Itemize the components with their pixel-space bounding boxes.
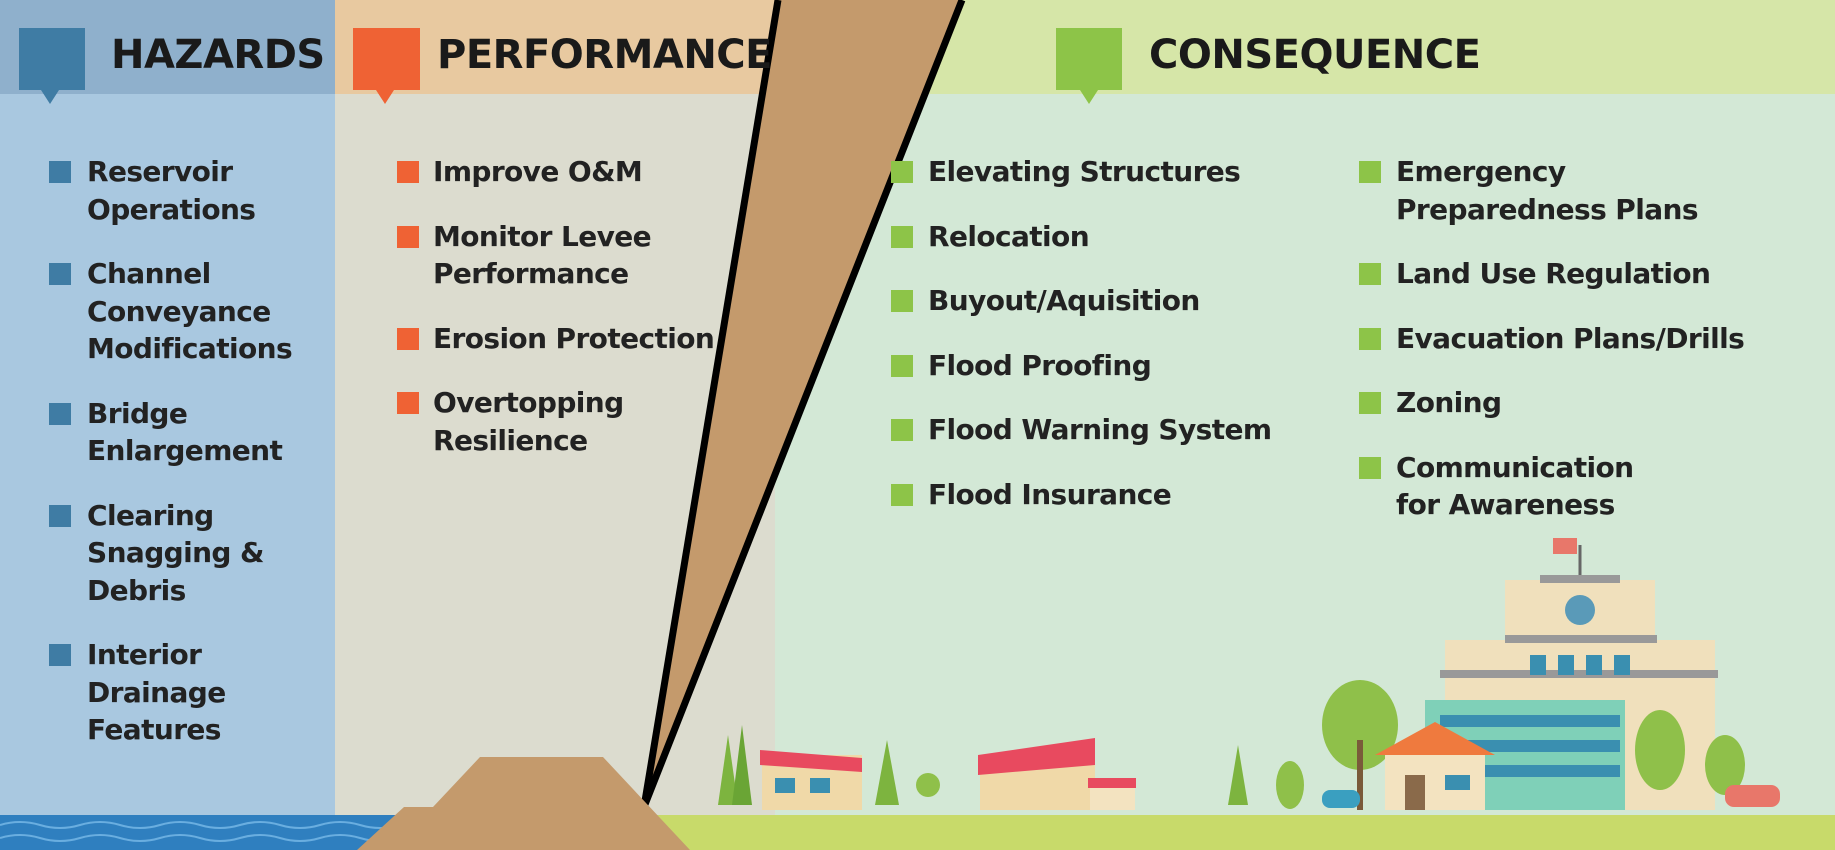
item-text: Erosion Protection [433, 321, 715, 355]
item-text: Evacuation Plans/Drills [1396, 321, 1745, 355]
bullet [397, 225, 419, 248]
town [718, 538, 1780, 810]
bullet [49, 402, 71, 425]
bullet [49, 504, 71, 527]
bullet [397, 392, 419, 414]
item-text: Channel [87, 257, 211, 290]
item-text: Land Use Regulation [1396, 257, 1711, 290]
item-text: Elevating Structures [928, 155, 1241, 188]
bullet [1359, 327, 1381, 350]
item-text: Debris [87, 573, 186, 607]
performance-icon [353, 28, 420, 104]
bullet [49, 263, 71, 285]
column-title: PERFORMANCE [437, 32, 773, 78]
item-text: Overtopping [433, 386, 624, 419]
item-text: Flood Insurance [928, 477, 1172, 511]
wedge-edge [640, 0, 782, 808]
bullet [49, 161, 71, 183]
hazards-icon [19, 28, 85, 104]
item-text: Resilience [433, 423, 588, 457]
bullet [891, 161, 913, 183]
item-text: Buyout/Aquisition [928, 284, 1200, 317]
bullet [1359, 161, 1381, 183]
item-text: Snagging & [87, 536, 264, 569]
bullet [397, 161, 419, 183]
item-text: Drainage [87, 675, 226, 709]
item-text: Preparedness Plans [1396, 192, 1699, 226]
item-text: Emergency [1396, 155, 1566, 188]
item-text: Conveyance [87, 294, 271, 328]
wedge-edge [640, 0, 966, 809]
item-text: Flood Proofing [928, 348, 1152, 382]
item-text: Relocation [928, 219, 1090, 253]
item-text: Improve O&M [433, 155, 643, 188]
bullet [891, 354, 913, 377]
item-text: Interior [87, 638, 202, 671]
performance-panel [335, 0, 775, 850]
waves [0, 821, 401, 842]
item-text: Features [87, 713, 221, 746]
bullet [49, 644, 71, 666]
levee [357, 757, 690, 850]
item-text: Modifications [87, 332, 293, 365]
bullet [1359, 392, 1381, 414]
bullet [1359, 263, 1381, 285]
bullet [891, 225, 913, 248]
item-text: Clearing [87, 498, 214, 532]
item-text: Reservoir [87, 155, 233, 188]
consequence-icon [1056, 28, 1122, 104]
column-title: CONSEQUENCE [1149, 32, 1481, 78]
item-text: Flood Warning System [928, 413, 1272, 446]
bullet [891, 483, 913, 506]
bullet [891, 290, 913, 312]
item-text: Zoning [1396, 386, 1502, 419]
ground [640, 815, 1835, 850]
hazards-panel [0, 0, 335, 850]
item-text: Performance [433, 257, 629, 290]
water [0, 815, 400, 850]
item-text: Communication [1396, 450, 1634, 484]
bullet [891, 419, 913, 441]
column-title: HAZARDS [111, 32, 325, 78]
bullet [397, 327, 419, 350]
item-text: Monitor Levee [433, 219, 652, 253]
item-text: Operations [87, 192, 256, 226]
item-text: for Awareness [1396, 488, 1615, 521]
bullet [1359, 456, 1381, 479]
item-text: Enlargement [87, 434, 283, 467]
item-text: Bridge [87, 396, 188, 430]
